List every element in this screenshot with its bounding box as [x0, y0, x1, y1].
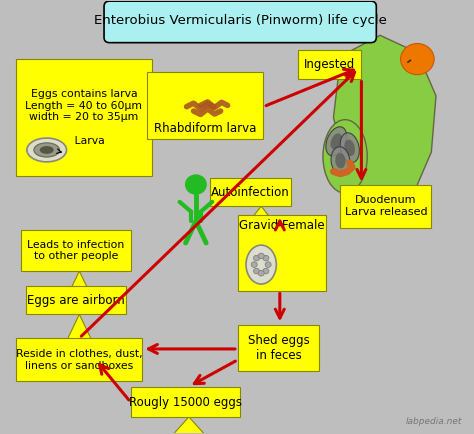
Text: Autoinfection: Autoinfection — [211, 186, 290, 199]
Ellipse shape — [251, 262, 257, 267]
Ellipse shape — [345, 140, 355, 156]
Circle shape — [401, 43, 434, 75]
Ellipse shape — [323, 120, 367, 193]
Ellipse shape — [335, 153, 346, 168]
FancyBboxPatch shape — [238, 215, 327, 290]
FancyBboxPatch shape — [340, 184, 431, 228]
FancyBboxPatch shape — [210, 178, 292, 206]
Ellipse shape — [27, 138, 66, 162]
Text: Duodenum
Larva released: Duodenum Larva released — [345, 195, 427, 217]
Polygon shape — [61, 314, 98, 353]
FancyBboxPatch shape — [238, 325, 319, 371]
Ellipse shape — [254, 268, 260, 274]
Ellipse shape — [340, 133, 359, 163]
Ellipse shape — [40, 146, 54, 154]
Ellipse shape — [246, 245, 276, 284]
Circle shape — [186, 175, 206, 194]
Text: labpedia.net: labpedia.net — [405, 417, 462, 425]
Text: Leads to infection
to other people: Leads to infection to other people — [27, 240, 125, 261]
Polygon shape — [170, 417, 208, 434]
FancyBboxPatch shape — [104, 1, 376, 43]
Ellipse shape — [265, 262, 271, 267]
Ellipse shape — [263, 268, 269, 274]
FancyBboxPatch shape — [147, 72, 264, 139]
Polygon shape — [61, 271, 98, 310]
Text: Eggs contains larva
Length = 40 to 60μm
width = 20 to 35μm

   Larva: Eggs contains larva Length = 40 to 60μm … — [26, 89, 143, 146]
FancyBboxPatch shape — [17, 338, 142, 381]
Ellipse shape — [258, 270, 264, 276]
FancyBboxPatch shape — [131, 388, 240, 417]
FancyBboxPatch shape — [26, 286, 126, 314]
FancyBboxPatch shape — [21, 230, 131, 271]
Polygon shape — [61, 353, 98, 381]
Polygon shape — [333, 35, 436, 217]
Text: Rougly 15000 eggs: Rougly 15000 eggs — [129, 396, 242, 409]
Text: Gravid Female: Gravid Female — [239, 219, 325, 277]
Ellipse shape — [258, 253, 264, 259]
Text: Rhabdiform larva: Rhabdiform larva — [154, 122, 256, 135]
Ellipse shape — [34, 143, 60, 157]
Text: Reside in clothes, dust,
linens or sandboxes: Reside in clothes, dust, linens or sandb… — [16, 349, 143, 371]
Ellipse shape — [326, 127, 346, 156]
Ellipse shape — [254, 255, 260, 261]
Text: Eggs are airborn: Eggs are airborn — [27, 294, 125, 307]
Ellipse shape — [330, 133, 342, 149]
Text: Ingested: Ingested — [304, 58, 356, 71]
Ellipse shape — [263, 255, 269, 261]
Ellipse shape — [331, 147, 350, 175]
FancyBboxPatch shape — [299, 50, 361, 79]
FancyBboxPatch shape — [17, 59, 152, 176]
Text: Enterobius Vermicularis (Pinworm) life cycle: Enterobius Vermicularis (Pinworm) life c… — [94, 13, 387, 26]
Text: Shed eggs
in feces: Shed eggs in feces — [248, 334, 310, 362]
Polygon shape — [243, 206, 280, 230]
